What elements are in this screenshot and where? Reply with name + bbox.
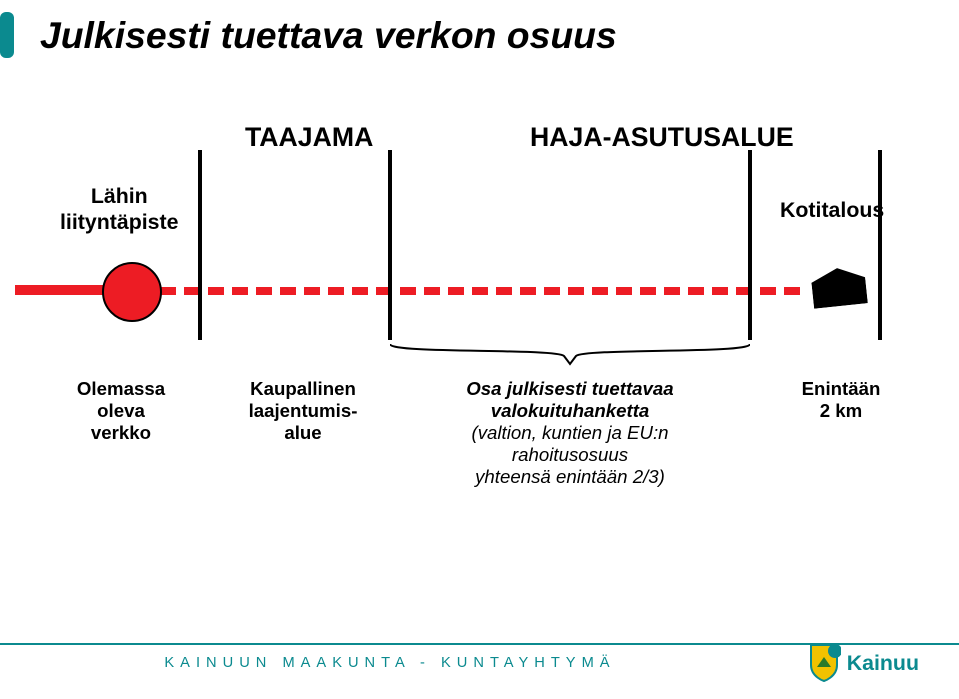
dash-segment	[160, 287, 176, 295]
access-point-node	[102, 262, 162, 322]
column-header-taajama: TAAJAMA	[245, 122, 373, 153]
dash-segment	[256, 287, 272, 295]
logo-text: Kainuu	[847, 651, 919, 676]
dash-segment	[184, 287, 200, 295]
dash-segment	[544, 287, 560, 295]
shield-icon	[807, 643, 841, 683]
legend-item: Osa julkisesti tuettavaavalokuituhankett…	[410, 378, 730, 488]
legend-line: rahoitusosuus	[410, 444, 730, 466]
label-lahin-liityntapiste: Lähin liityntäpiste	[60, 184, 179, 235]
footer-text: KAINUUN MAAKUNTA - KUNTAYHTYMÄ	[0, 655, 780, 671]
divider-bar	[878, 150, 882, 340]
dash-segment	[232, 287, 248, 295]
side-accent	[0, 12, 14, 58]
dash-segment	[520, 287, 536, 295]
existing-network-line	[15, 285, 160, 295]
dash-segment	[400, 287, 416, 295]
dash-segment	[304, 287, 320, 295]
brace-icon	[390, 344, 750, 368]
label-kotitalous: Kotitalous	[780, 198, 884, 224]
dash-segment	[664, 287, 680, 295]
dash-segment	[568, 287, 584, 295]
legend-item: Enintään2 km	[786, 378, 896, 422]
dash-segment	[496, 287, 512, 295]
dash-segment	[784, 287, 800, 295]
dash-segment	[352, 287, 368, 295]
dash-segment	[424, 287, 440, 295]
legend-line: Kaupallinen	[228, 378, 378, 400]
legend-line: yhteensä enintään 2/3)	[410, 466, 730, 488]
legend-line: Olemassa	[56, 378, 186, 400]
legend-line: laajentumis-	[228, 400, 378, 422]
house-icon	[810, 265, 868, 308]
slide: Julkisesti tuettava verkon osuus TAAJAMA…	[0, 0, 959, 699]
divider-bar	[388, 150, 392, 340]
legend-line: verkko	[56, 422, 186, 444]
dash-segment	[616, 287, 632, 295]
network-diagram	[0, 0, 959, 699]
column-header-haja: HAJA-ASUTUSALUE	[530, 122, 794, 153]
dash-segment	[280, 287, 296, 295]
dash-segment	[640, 287, 656, 295]
extension-line	[160, 286, 820, 296]
legend-line: Enintään	[786, 378, 896, 400]
dash-segment	[208, 287, 224, 295]
dash-segment	[688, 287, 704, 295]
dash-segment	[760, 287, 776, 295]
dash-segment	[736, 287, 752, 295]
legend-line: Osa julkisesti tuettavaa	[410, 378, 730, 400]
legend-line: alue	[228, 422, 378, 444]
dash-segment	[328, 287, 344, 295]
divider-bar	[748, 150, 752, 340]
legend-line: valokuituhanketta	[410, 400, 730, 422]
divider-bar	[198, 150, 202, 340]
legend-line: oleva	[56, 400, 186, 422]
legend-item: Olemassaolevaverkko	[56, 378, 186, 444]
dash-segment	[472, 287, 488, 295]
legend-line: (valtion, kuntien ja EU:n	[410, 422, 730, 444]
legend-item: Kaupallinenlaajentumis-alue	[228, 378, 378, 444]
dash-segment	[376, 287, 392, 295]
legend-line: 2 km	[786, 400, 896, 422]
dash-segment	[448, 287, 464, 295]
dash-segment	[592, 287, 608, 295]
dash-segment	[712, 287, 728, 295]
kainuu-logo: Kainuu	[807, 643, 919, 683]
slide-title: Julkisesti tuettava verkon osuus	[40, 14, 617, 57]
